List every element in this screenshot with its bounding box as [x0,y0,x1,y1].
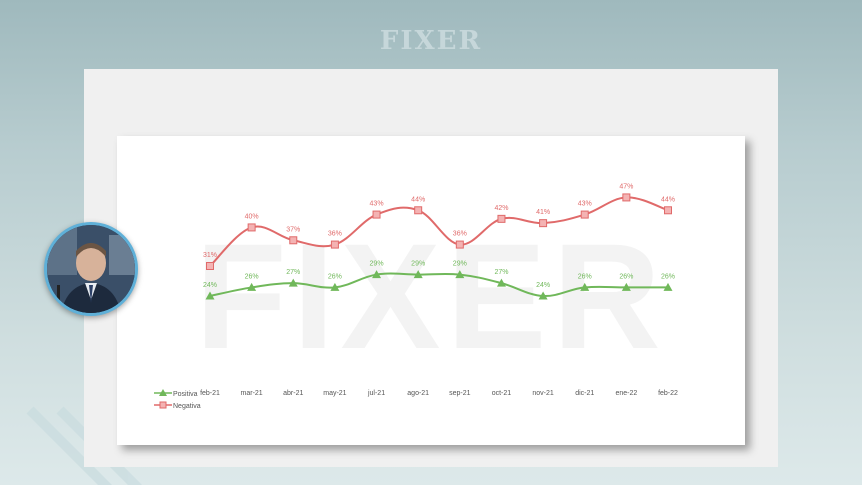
point-negativa [497,214,506,223]
point-negativa [372,210,381,219]
data-label-negativa: 44% [411,196,425,203]
point-negativa [330,240,339,249]
point-negativa [455,240,464,249]
data-label-negativa: 36% [453,231,467,238]
point-negativa [539,219,548,228]
point-positiva [663,282,673,291]
point-negativa [247,223,256,232]
legend-label-negativa: Negativa [173,403,201,410]
legend-marker [159,389,167,396]
data-label-negativa: 44% [661,196,675,203]
point-positiva [580,282,590,291]
data-label-positiva: 26% [661,273,675,280]
data-label-positiva: 29% [453,261,467,268]
x-tick-label: may-21 [323,390,346,397]
point-negativa [289,236,298,245]
data-label-positiva: 24% [203,282,217,289]
legend-label-positiva: Positiva [173,391,198,398]
x-tick-label: sep-21 [449,390,471,397]
line-chart: FIXER 24% 26% 27% 26% 29% 29% 29% 27% 24% 26% 26% 2… [154,183,678,410]
data-label-negativa: 31% [203,252,217,259]
point-negativa [414,206,423,215]
person-avatar [44,222,138,316]
point-negativa [622,193,631,202]
point-positiva [247,282,257,291]
point-positiva [496,278,506,287]
data-label-negativa: 47% [619,183,633,190]
point-positiva [372,270,382,279]
x-tick-label: jul-21 [367,390,385,397]
data-label-negativa: 36% [328,231,342,238]
data-label-negativa: 43% [370,201,384,208]
watermark-text: FIXER [195,212,667,380]
point-positiva [538,291,548,300]
data-label-positiva: 29% [370,261,384,268]
data-label-negativa: 40% [245,213,259,220]
point-negativa [206,262,214,270]
point-positiva [621,282,631,291]
point-negativa [580,210,589,219]
point-positiva [455,270,465,279]
point-positiva [330,282,340,291]
data-label-negativa: 41% [536,209,550,216]
fixer-watermark: FIXER [195,212,667,380]
x-tick-label: feb-22 [658,390,678,397]
data-label-negativa: 42% [494,205,508,212]
data-label-positiva: 27% [286,269,300,276]
data-label-positiva: 29% [411,261,425,268]
chart-card: FIXER 24% 26% 27% 26% 29% 29% 29% 27% 24% 26% 26% 2… [117,136,745,445]
data-label-positiva: 26% [245,273,259,280]
legend-marker [159,401,167,409]
data-label-positiva: 26% [619,273,633,280]
data-label-negativa: 43% [578,201,592,208]
x-tick-label: nov-21 [532,390,554,397]
point-positiva [413,270,423,279]
series-line-positiva [209,272,668,298]
x-tick-label: dic-21 [575,390,594,397]
data-label-positiva: 26% [578,273,592,280]
data-label-positiva: 24% [536,282,550,289]
data-label-positiva: 26% [328,273,342,280]
data-label-negativa: 37% [286,226,300,233]
x-tick-label: abr-21 [283,390,303,397]
point-positiva [288,278,298,287]
fixer-logo: FIXER [379,26,483,56]
x-tick-label: oct-21 [492,390,512,397]
data-label-positiva: 27% [494,269,508,276]
point-positiva [205,291,215,300]
point-negativa [664,206,672,215]
x-tick-label: mar-21 [241,390,263,397]
x-tick-label: feb-21 [200,390,220,397]
x-tick-label: ago-21 [407,390,429,397]
x-tick-label: ene-22 [615,390,637,397]
